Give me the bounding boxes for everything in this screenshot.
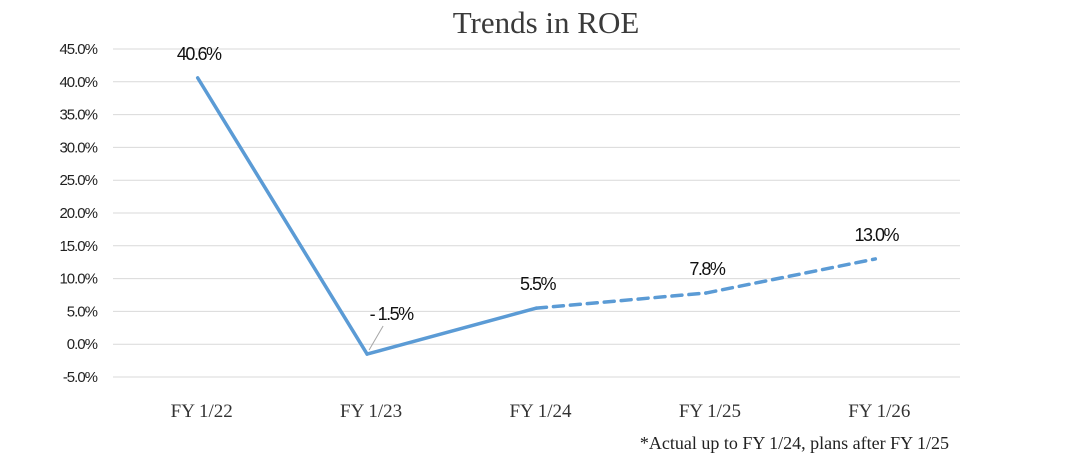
actual-line-segment xyxy=(195,76,369,356)
y-tick-label: 40.0% xyxy=(59,74,97,91)
y-tick-label: 0.0% xyxy=(67,336,98,353)
y-tick-label: 45.0% xyxy=(59,41,97,58)
x-axis-ticks: FY 1/22 FY 1/23 FY 1/24 FY 1/25 FY 1/26 xyxy=(171,401,911,422)
plan-line-segment xyxy=(534,291,708,310)
footnote: *Actual up to FY 1/24, plans after FY 1/… xyxy=(640,433,949,453)
y-tick-label: 25.0% xyxy=(59,172,97,189)
y-tick-label: 15.0% xyxy=(59,238,97,255)
y-axis-ticks: 45.0% 40.0% 35.0% 30.0% 25.0% 20.0% 15.0% 10.0%… xyxy=(59,41,98,386)
data-label: 13.0% xyxy=(855,225,900,245)
x-tick-label: FY 1/23 xyxy=(340,401,402,422)
x-tick-label: FY 1/24 xyxy=(509,401,572,422)
y-tick-label: 10.0% xyxy=(59,271,97,288)
actual-line-segment xyxy=(365,306,539,356)
y-tick-label: 5.0% xyxy=(67,303,98,320)
x-tick-label: FY 1/26 xyxy=(848,401,910,422)
data-label: 40.6% xyxy=(177,44,222,64)
data-label: 5.5% xyxy=(520,274,557,294)
x-tick-label: FY 1/25 xyxy=(679,401,741,422)
x-tick-label: FY 1/22 xyxy=(171,401,233,422)
data-label: - 1.5% xyxy=(370,304,415,324)
y-tick-label: 35.0% xyxy=(59,107,97,124)
plan-line-segment xyxy=(704,257,878,295)
grid-layer xyxy=(113,48,960,378)
data-label: 7.8% xyxy=(689,259,726,279)
y-tick-label: -5.0% xyxy=(63,369,98,386)
y-tick-label: 20.0% xyxy=(59,205,97,222)
label-leader-line xyxy=(368,325,384,351)
y-tick-label: 30.0% xyxy=(59,139,97,156)
data-labels: 40.6% - 1.5% 5.5% 7.8% 13.0% xyxy=(177,44,901,351)
roe-series xyxy=(195,76,878,356)
chart-title: Trends in ROE xyxy=(453,5,640,40)
